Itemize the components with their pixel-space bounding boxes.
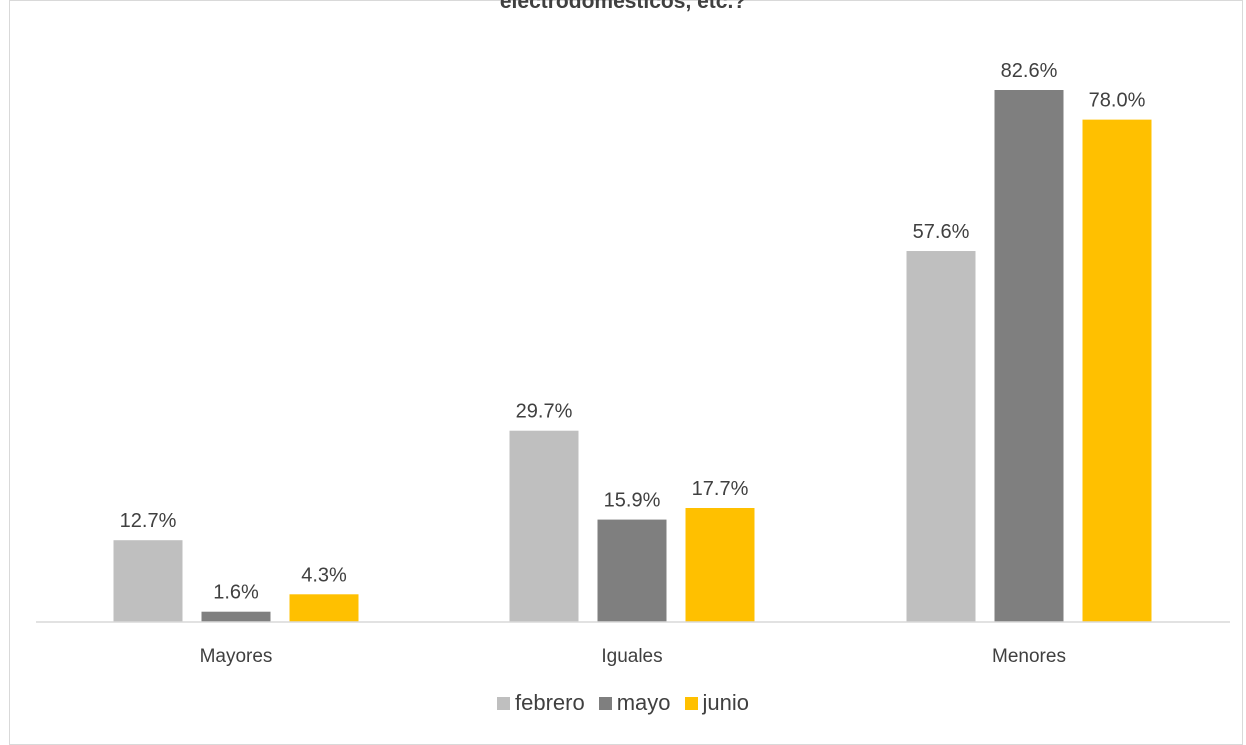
data-label-mayo-iguales: 15.9% [604, 490, 661, 512]
bar-mayo-menores [994, 90, 1064, 622]
data-label-febrero-menores: 57.6% [913, 221, 970, 243]
bar-febrero-menores [906, 251, 976, 622]
legend-swatch-febrero [497, 696, 510, 710]
data-label-junio-iguales: 17.7% [692, 478, 749, 500]
legend-label-junio: junio [702, 690, 749, 715]
category-label-mayores: Mayores [200, 646, 273, 667]
data-label-febrero-iguales: 29.7% [516, 401, 573, 423]
chart-title: electrodomésticos, etc.? [499, 0, 747, 13]
legend-swatch-junio [684, 696, 698, 710]
legend: febrero mayo junio [0, 690, 1246, 716]
data-label-junio-menores: 78.0% [1089, 90, 1146, 112]
category-label-iguales: Iguales [601, 646, 662, 667]
bar-mayo-iguales [597, 519, 667, 622]
bar-junio-menores [1082, 119, 1152, 622]
bar-febrero-mayores [113, 540, 183, 622]
legend-item-febrero: febrero [497, 690, 585, 716]
legend-label-febrero: febrero [515, 690, 585, 715]
bar-junio-mayores [289, 594, 359, 622]
category-labels: Mayores Iguales Menores [200, 646, 1066, 667]
bar-febrero-iguales [509, 430, 579, 622]
data-label-febrero-mayores: 12.7% [120, 510, 177, 532]
legend-item-mayo: mayo [598, 690, 671, 716]
bar-junio-iguales [685, 508, 755, 622]
category-label-menores: Menores [992, 646, 1066, 667]
legend-swatch-mayo [598, 696, 612, 710]
legend-item-junio: junio [684, 690, 749, 716]
data-label-mayo-mayores: 1.6% [213, 582, 259, 604]
data-label-junio-mayores: 4.3% [301, 564, 347, 586]
bar-mayo-mayores [201, 611, 271, 622]
data-label-mayo-menores: 82.6% [1001, 60, 1058, 82]
legend-label-mayo: mayo [616, 690, 671, 715]
bars-layer: 12.7% 1.6% 4.3% 29.7% 15.9% 17.7% 57.6% 82.6% 78… [113, 60, 1152, 622]
